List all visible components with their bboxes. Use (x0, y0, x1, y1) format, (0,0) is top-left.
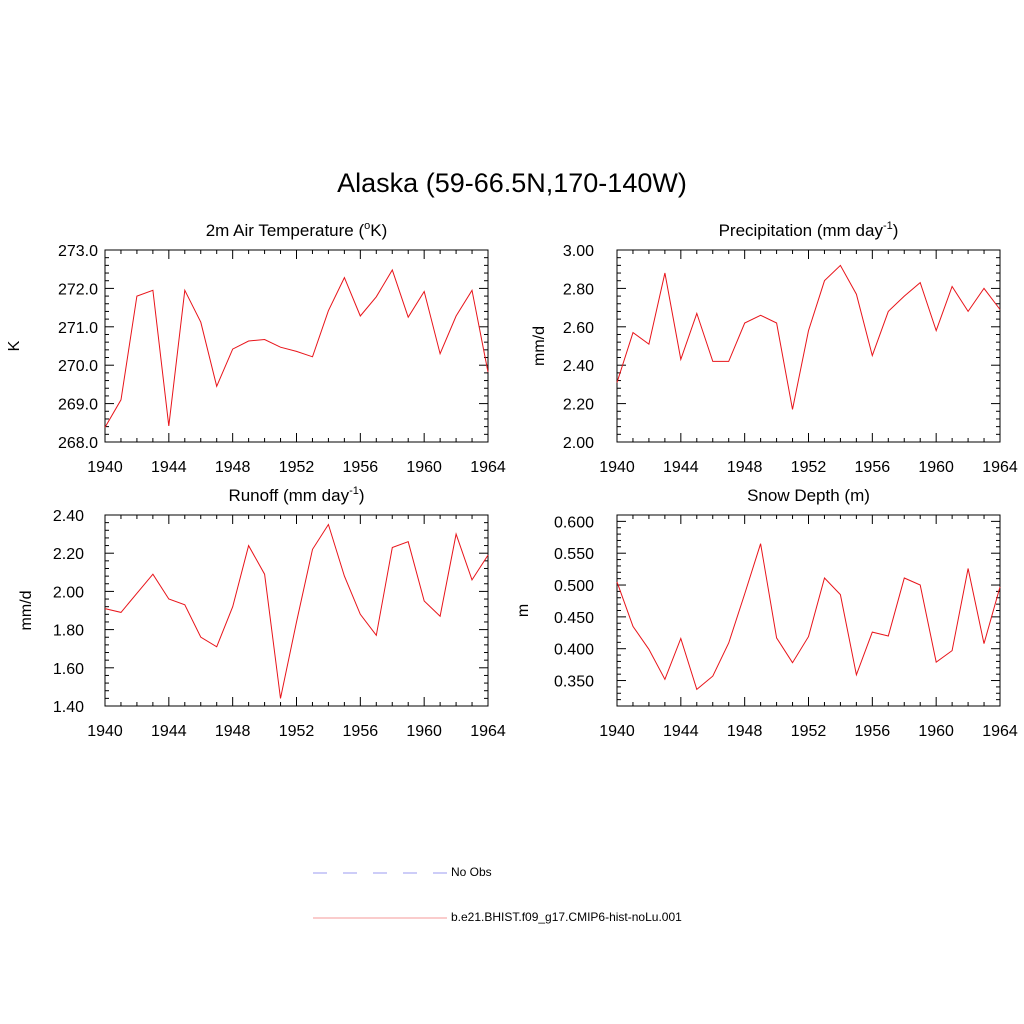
x-tick-label: 1956 (343, 459, 379, 476)
series-line (104, 268, 489, 428)
plot-frame (104, 249, 489, 443)
x-tick-label: 1960 (918, 723, 954, 740)
x-tick-label: 1964 (470, 723, 506, 740)
y-tick-label: 3.00 (563, 243, 594, 260)
series-line (104, 523, 489, 699)
y-tick-label: 0.350 (554, 674, 594, 691)
panel-3: 1940 1944 1948 1952 1956 1960 1964 1.40 1.60 1.80… (18, 485, 506, 740)
x-tick-label: 1940 (599, 459, 635, 476)
x-tick-label: 1964 (982, 459, 1018, 476)
y-tick-label: 0.600 (554, 514, 594, 531)
panel-title: 2m Air Temperature (oK) (206, 220, 388, 240)
panel-title: Runoff (mm day-1) (228, 485, 364, 505)
x-tick-label: 1964 (982, 723, 1018, 740)
y-axis-label: mm/d (531, 326, 548, 366)
panel-2: 1940 1944 1948 1952 1956 1960 1964 2.00 2.20 2.40… (531, 220, 1018, 476)
x-tick-label: 1948 (727, 723, 763, 740)
panel-1: 1940 1944 1948 1952 1956 1960 1964 268.0 269.0 27… (6, 220, 506, 476)
x-tick-label: 1960 (406, 459, 442, 476)
panel-title: Snow Depth (m) (747, 486, 870, 505)
legend-model-label: b.e21.BHIST.f09_g17.CMIP6-hist-noLu.001 (451, 910, 682, 924)
y-tick-label: 1.80 (53, 623, 84, 640)
panel-4: 1940 1944 1948 1952 1956 1960 1964 0.350 0.400 0.… (515, 486, 1018, 740)
y-tick-label: 271.0 (58, 320, 98, 337)
y-tick-label: 269.0 (58, 397, 98, 414)
x-tick-label: 1940 (87, 723, 123, 740)
x-tick-label: 1948 (215, 723, 251, 740)
x-tick-label: 1944 (663, 723, 699, 740)
plot-frame (104, 514, 489, 707)
x-tick-label: 1944 (151, 459, 187, 476)
y-tick-label: 2.00 (563, 435, 594, 452)
y-tick-label: 2.40 (563, 358, 594, 375)
x-tick-label: 1952 (279, 459, 315, 476)
y-tick-label: 1.40 (53, 699, 84, 716)
x-tick-label: 1952 (791, 723, 827, 740)
x-tick-label: 1956 (855, 459, 891, 476)
y-tick-label: 1.60 (53, 661, 84, 678)
y-tick-label: 0.500 (554, 578, 594, 595)
x-tick-label: 1940 (599, 723, 635, 740)
x-tick-label: 1948 (215, 459, 251, 476)
y-tick-label: 0.450 (554, 610, 594, 627)
legend-obs-label: No Obs (451, 865, 492, 879)
x-tick-label: 1960 (406, 723, 442, 740)
panel-title: Precipitation (mm day-1) (719, 220, 899, 240)
y-axis-label: K (6, 340, 23, 351)
series-line (616, 543, 1001, 691)
x-tick-label: 1956 (343, 723, 379, 740)
x-tick-label: 1944 (663, 459, 699, 476)
x-tick-label: 1956 (855, 723, 891, 740)
y-tick-label: 273.0 (58, 243, 98, 260)
x-tick-label: 1948 (727, 459, 763, 476)
x-tick-label: 1952 (279, 723, 315, 740)
y-tick-label: 2.80 (563, 281, 594, 298)
x-tick-label: 1964 (470, 459, 506, 476)
y-tick-label: 270.0 (58, 358, 98, 375)
y-axis-label: mm/d (18, 591, 35, 631)
plot-frame (616, 514, 1001, 707)
y-tick-label: 2.00 (53, 584, 84, 601)
y-tick-label: 0.550 (554, 546, 594, 563)
y-tick-label: 2.60 (563, 320, 594, 337)
y-tick-label: 2.20 (563, 397, 594, 414)
x-tick-label: 1940 (87, 459, 123, 476)
y-tick-label: 2.40 (53, 508, 84, 525)
y-tick-label: 268.0 (58, 435, 98, 452)
y-tick-label: 2.20 (53, 546, 84, 563)
page-title: Alaska (59-66.5N,170-140W) (337, 168, 687, 198)
x-tick-label: 1952 (791, 459, 827, 476)
series-line (616, 264, 1001, 410)
x-tick-label: 1944 (151, 723, 187, 740)
y-tick-label: 272.0 (58, 281, 98, 298)
y-tick-label: 0.400 (554, 642, 594, 659)
plot-frame (616, 249, 1001, 443)
y-axis-label: m (515, 604, 532, 617)
x-tick-label: 1960 (918, 459, 954, 476)
